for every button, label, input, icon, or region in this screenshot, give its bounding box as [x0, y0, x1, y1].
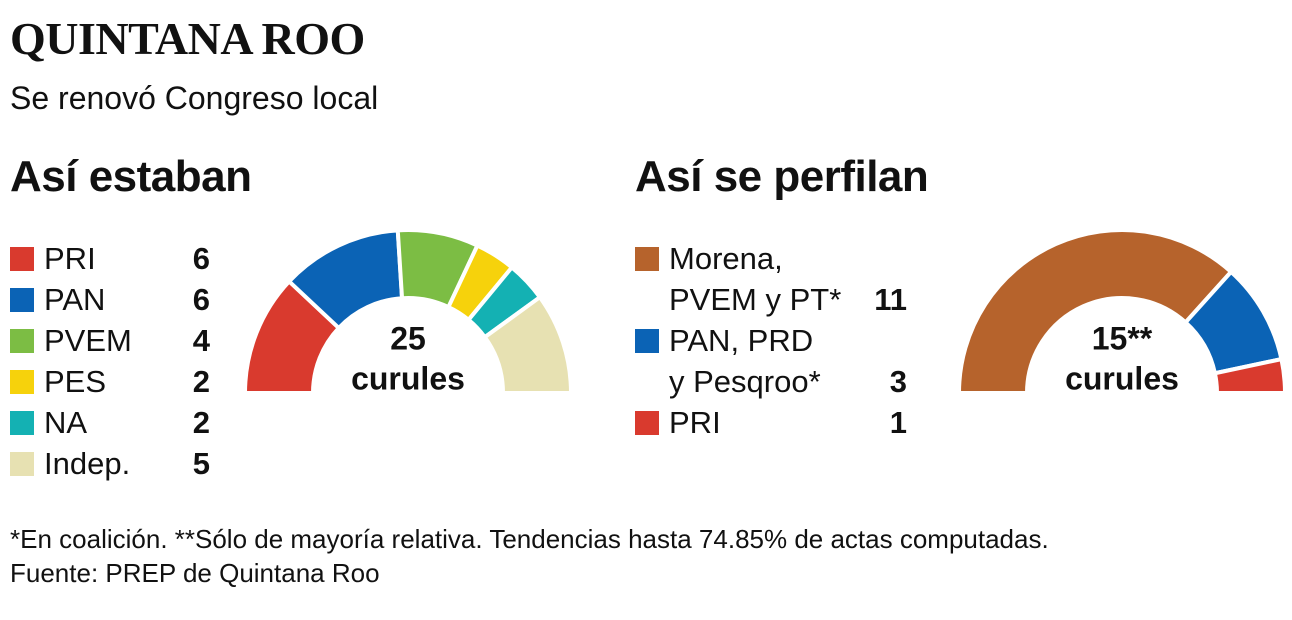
source: Fuente: PREP de Quintana Roo — [10, 558, 380, 588]
legend: Morena, PVEM y PT* 11 PAN, PRD y Pesqroo* 3… — [635, 238, 907, 443]
chart-title: Así se perfilan — [635, 152, 929, 201]
legend-label: NA — [44, 405, 88, 440]
legend-swatch — [10, 288, 34, 312]
legend-item: PVEM 4 — [10, 320, 210, 361]
arc-segment — [482, 295, 573, 395]
legend-value: 6 — [192, 241, 210, 276]
legend-value: 11 — [874, 282, 907, 317]
legend-swatch — [10, 411, 34, 435]
legend-label: PAN — [44, 282, 106, 317]
title: QUINTANA ROO — [10, 13, 365, 64]
legend-value: 1 — [889, 405, 907, 440]
chart-title: Así estaban — [10, 152, 252, 201]
arc-segment — [957, 228, 1234, 395]
legend-value: 4 — [192, 323, 210, 358]
legend-label: PRI — [669, 405, 721, 440]
legend-swatch — [10, 247, 34, 271]
legend-item: NA 2 — [10, 402, 210, 443]
legend-value: 6 — [192, 282, 210, 317]
legend-item: PAN 6 — [10, 279, 210, 320]
total-value: 25 — [390, 320, 426, 356]
legend-value: 2 — [192, 405, 210, 440]
legend-value: 2 — [192, 364, 210, 399]
legend-label: PVEM — [44, 323, 132, 358]
legend-item: PAN, PRD y Pesqroo* 3 — [635, 320, 907, 402]
legend-swatch — [10, 370, 34, 394]
subtitle: Se renovó Congreso local — [10, 80, 379, 116]
legend-label: PAN, PRD y Pesqroo* — [669, 323, 821, 399]
legend-item: PRI 6 — [10, 238, 210, 279]
legend-value: 3 — [889, 364, 907, 399]
legend-item: PES 2 — [10, 361, 210, 402]
legend-value: 5 — [192, 446, 210, 481]
total-label: curules — [351, 360, 465, 396]
legend-item: PRI 1 — [635, 402, 907, 443]
arc-segment — [1212, 357, 1287, 395]
legend-swatch — [635, 247, 659, 271]
legend: PRI 6 PAN 6 PVEM 4 PES 2 NA 2 Indep. 5 — [10, 238, 210, 484]
total-value: 15** — [1092, 320, 1153, 356]
legend-label: Morena, PVEM y PT* — [669, 241, 842, 317]
legend-swatch — [10, 452, 34, 476]
total-label: curules — [1065, 360, 1179, 396]
legend-label: PES — [44, 364, 107, 399]
footnote: *En coalición. **Sólo de mayoría relativ… — [10, 524, 1049, 554]
legend-swatch — [10, 329, 34, 353]
legend-item: Morena, PVEM y PT* 11 — [635, 238, 907, 320]
legend-label: Indep. — [44, 446, 131, 481]
legend-swatch — [635, 411, 659, 435]
legend-label: PRI — [44, 241, 96, 276]
legend-item: Indep. 5 — [10, 443, 210, 484]
legend-swatch — [635, 329, 659, 353]
